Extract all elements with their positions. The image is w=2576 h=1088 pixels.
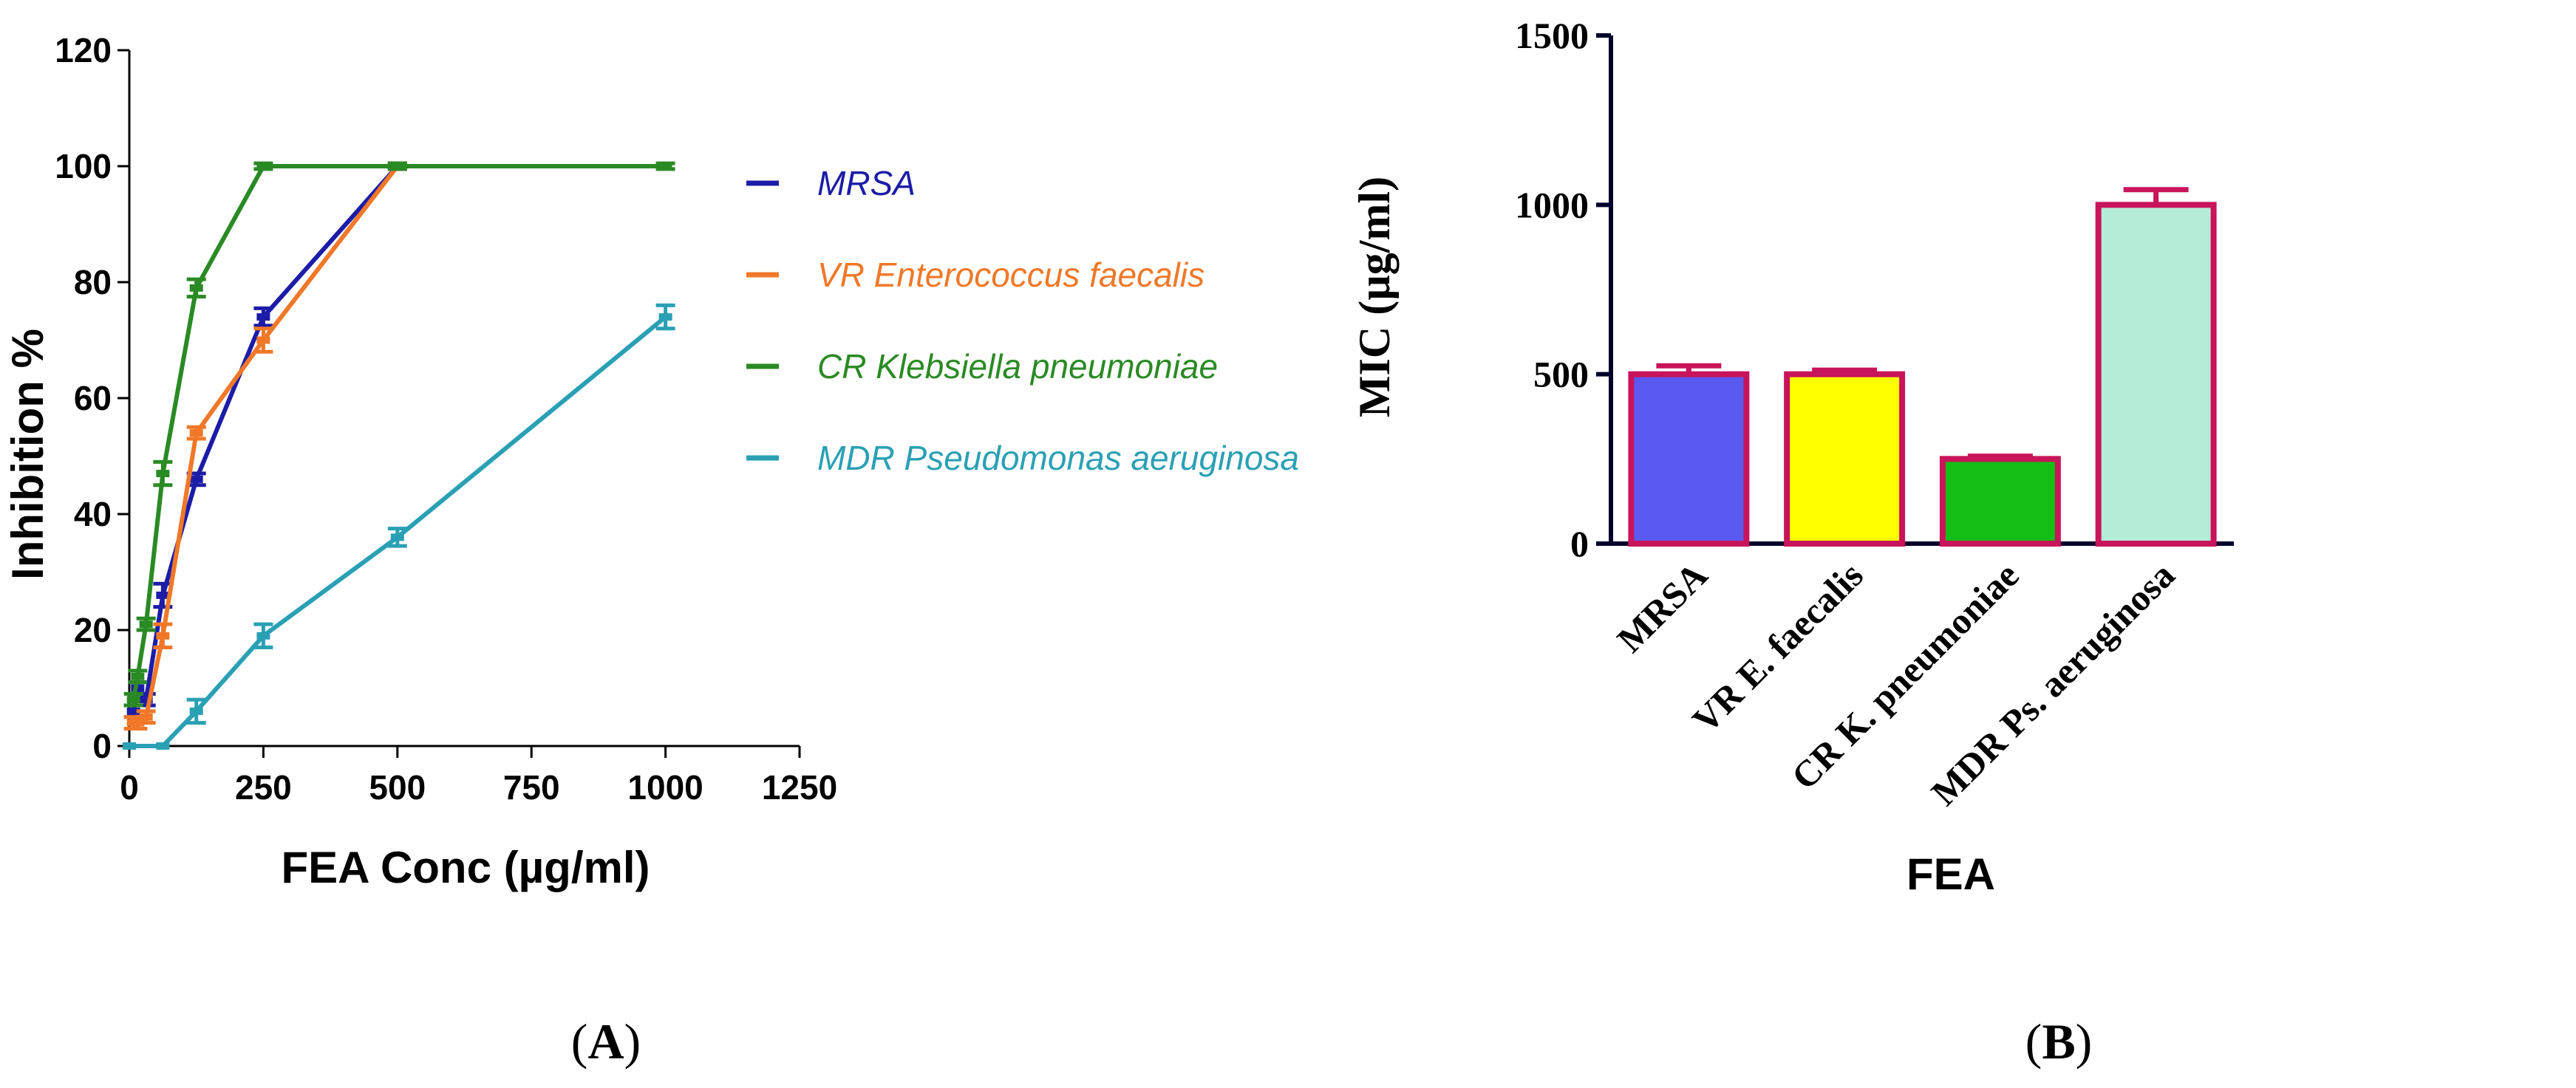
chart-b-ytick-label: 500 <box>1533 354 1589 395</box>
chart-a-xtick-label: 1250 <box>762 768 837 807</box>
chart-a-point <box>390 162 404 170</box>
chart-a-xtick-label: 750 <box>503 768 560 807</box>
chart-a-point <box>126 707 140 715</box>
chart-a-ytick-label: 80 <box>74 263 112 301</box>
chart-a-point <box>189 429 203 437</box>
chart-a-ytick-label: 0 <box>92 727 112 765</box>
chart-a-ylabel: Inhibition % <box>3 329 52 580</box>
chart-a-point <box>256 162 270 170</box>
chart-b-bar <box>1939 456 2061 547</box>
chart-a-point <box>189 707 203 715</box>
chart-a-point <box>156 742 170 750</box>
chart-b-ylabel: MIC (µg/ml) <box>1350 177 1399 417</box>
panel-label-b: (B) <box>2025 1013 2093 1070</box>
legend-label: MRSA <box>817 164 916 202</box>
chart-a-series-line <box>131 165 400 712</box>
chart-a-ytick-label: 120 <box>55 31 112 69</box>
legend-label: MDR Pseudomonas aeruginosa <box>817 439 1299 477</box>
chart-a-xlabel: FEA Conc (µg/ml) <box>282 843 650 892</box>
chart-b-ytick-label: 0 <box>1570 523 1589 564</box>
chart-a-point <box>256 336 270 344</box>
chart-b-category-label: MRSA <box>1609 554 1715 660</box>
chart-a-point <box>123 742 136 750</box>
legend-label: CR Klebsiella pneumoniae <box>817 347 1218 386</box>
chart-b-bar <box>1784 371 1906 547</box>
chart-a-point <box>139 620 153 629</box>
chart-a-xtick-label: 250 <box>235 768 292 807</box>
chart-a-point <box>126 696 140 704</box>
panel-label-a: (A) <box>571 1013 641 1070</box>
chart-a-ytick-label: 40 <box>74 495 112 533</box>
chart-a-point <box>156 632 170 640</box>
chart-b-ytick-label: 1500 <box>1515 15 1589 56</box>
chart-a-point <box>256 632 270 640</box>
chart-a-point <box>189 475 203 483</box>
chart-a-axes: 0 20 40 60 80 100 120 0 250 500 750 1000 1250 <box>55 31 837 807</box>
chart-a-xtick-label: 500 <box>369 768 426 807</box>
chart-a-ytick-label: 100 <box>55 147 112 185</box>
chart-b-bar <box>1628 371 1750 547</box>
chart-a-xtick-label: 1000 <box>627 768 703 807</box>
chart-a-ytick-label: 20 <box>74 611 112 649</box>
chart-a-point <box>658 313 672 321</box>
chart-a-point <box>390 533 404 541</box>
chart-a-point <box>256 313 270 321</box>
chart-a-point <box>139 696 153 704</box>
chart-a-point <box>156 470 170 478</box>
chart-b-xlabel: FEA <box>1907 849 1995 899</box>
chart-a-series-line <box>131 164 666 700</box>
chart-a-series <box>123 161 675 750</box>
chart-a-point <box>658 162 672 170</box>
chart-b-ytick-label: 1000 <box>1515 184 1589 225</box>
chart-a-point <box>131 672 145 680</box>
chart-b-bar <box>2095 202 2217 547</box>
chart-a-point <box>156 591 170 599</box>
chart-a-xtick-label: 0 <box>120 768 139 807</box>
chart-a-point <box>189 284 203 292</box>
legend-label: VR Enterococcus faecalis <box>817 256 1204 294</box>
chart-a-ytick-label: 60 <box>74 379 112 417</box>
chart-a-legend: MRSA VR Enterococcus faecalis CR Klebsiell… <box>746 164 1299 477</box>
chart-a-point <box>139 713 153 721</box>
